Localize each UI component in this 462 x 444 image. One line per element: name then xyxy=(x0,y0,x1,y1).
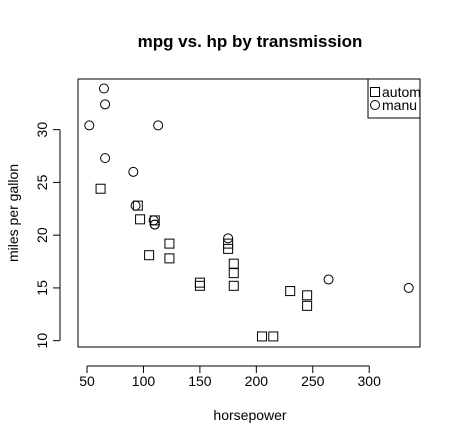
manual-point xyxy=(100,99,111,110)
x-tick-label: 150 xyxy=(188,373,212,389)
manual-point xyxy=(149,219,160,230)
legend-manual-label: manu xyxy=(382,97,417,113)
automatic-point xyxy=(268,331,279,342)
automatic-point xyxy=(194,277,205,288)
legend-automatic-label: autom xyxy=(382,84,421,100)
manual-point xyxy=(323,274,334,285)
legend-box xyxy=(367,78,421,119)
manual-point xyxy=(98,83,109,94)
x-tick-label: 100 xyxy=(132,373,156,389)
manual-point xyxy=(130,200,141,211)
x-tick-label: 200 xyxy=(245,373,269,389)
y-tick-label: 20 xyxy=(34,227,50,243)
automatic-point xyxy=(135,214,146,225)
x-tick-label: 300 xyxy=(358,373,382,389)
automatic-point xyxy=(223,238,234,249)
legend-automatic-marker xyxy=(370,87,380,97)
automatic-point xyxy=(223,243,234,254)
automatic-point xyxy=(132,200,143,211)
plot-frame xyxy=(77,78,421,348)
automatic-point xyxy=(194,280,205,291)
x-axis: 50 100 150 200 250 300 xyxy=(79,365,382,389)
automatic-point xyxy=(302,300,313,311)
chart-title: mpg vs. hp by transmission xyxy=(138,32,363,51)
x-tick-label: 50 xyxy=(79,373,95,389)
manual-point xyxy=(100,153,111,164)
x-axis-label: horsepower xyxy=(213,407,286,423)
y-axis: 10 15 20 25 30 xyxy=(34,122,61,349)
y-axis-label: miles per gallon xyxy=(5,164,21,262)
automatic-point xyxy=(164,238,175,249)
manual-point xyxy=(84,120,95,131)
automatic-point xyxy=(95,183,106,194)
automatic-point xyxy=(302,290,313,301)
x-tick-label: 250 xyxy=(301,373,325,389)
automatic-point xyxy=(285,286,296,297)
manual-point xyxy=(148,215,159,226)
y-tick-label: 30 xyxy=(34,122,50,138)
automatic-point xyxy=(228,280,239,291)
y-tick-label: 25 xyxy=(34,174,50,190)
y-tick-label: 10 xyxy=(34,333,50,349)
manual-point xyxy=(403,282,414,293)
manual-point xyxy=(128,166,139,177)
automatic-point xyxy=(256,331,267,342)
data-points xyxy=(84,83,414,342)
legend-manual-marker xyxy=(370,100,380,110)
y-tick-label: 15 xyxy=(34,280,50,296)
manual-point xyxy=(223,233,234,244)
automatic-point xyxy=(228,258,239,269)
automatic-point xyxy=(144,250,155,261)
manual-point xyxy=(153,120,164,131)
automatic-point xyxy=(228,268,239,279)
automatic-point xyxy=(164,253,175,264)
